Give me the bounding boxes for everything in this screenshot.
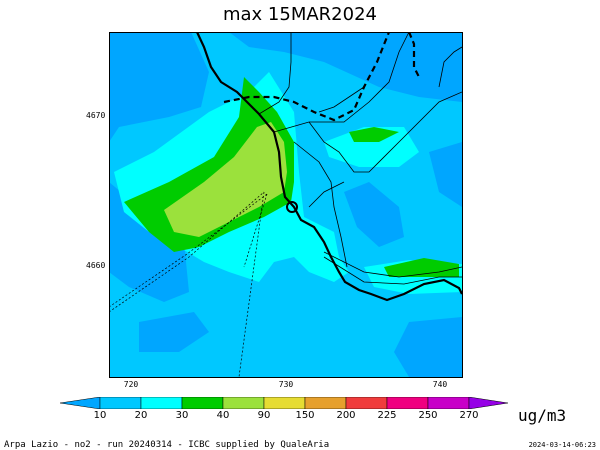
x-tick-730: 730 xyxy=(278,380,294,389)
flight-path-3 xyxy=(238,191,265,377)
colorbar-tick-label: 250 xyxy=(418,410,438,421)
flight-path-2 xyxy=(109,193,268,308)
colorbar-tick-label: 30 xyxy=(175,410,189,421)
colorbar-tick-label: 150 xyxy=(295,410,315,421)
colorbar-segment xyxy=(304,397,347,409)
border-i xyxy=(318,86,365,113)
colorbar-segment xyxy=(140,397,183,409)
field-10-20-e xyxy=(344,182,404,247)
concentration-map xyxy=(109,32,462,377)
region-border-2 xyxy=(407,32,420,78)
footer-caption: Arpa Lazio - no2 - run 20240314 - ICBC s… xyxy=(4,440,330,450)
map-title: max 15MAR2024 xyxy=(222,4,377,25)
colorbar-segment xyxy=(181,397,224,409)
colorbar-segment xyxy=(427,397,470,409)
colorbar-segment xyxy=(99,397,142,409)
colorbar-tick-label: 200 xyxy=(336,410,356,421)
colorbar-tick-label: 10 xyxy=(93,410,107,421)
field-30-40-ne xyxy=(324,127,419,167)
y-tick-4660: 4660 xyxy=(86,261,106,270)
colorbar xyxy=(60,397,509,409)
colorbar-tick-label: 90 xyxy=(257,410,271,421)
border-e xyxy=(308,181,345,208)
city-marker xyxy=(286,201,298,213)
colorbar-segment xyxy=(386,397,429,409)
border-d xyxy=(293,141,348,268)
colorbar-tick-label: 40 xyxy=(216,410,230,421)
border-f xyxy=(323,251,462,278)
field-10-20-sw xyxy=(139,312,209,352)
field-10-20-se xyxy=(394,317,462,377)
colorbar-over-triangle xyxy=(468,397,509,409)
field-10-20-far-e xyxy=(429,142,462,207)
border-h xyxy=(438,46,462,88)
colorbar-segment xyxy=(263,397,306,409)
field-10-20-nw xyxy=(109,32,209,142)
unit-label: ug/m3 xyxy=(518,406,567,425)
map-canvas xyxy=(109,32,462,377)
region-border xyxy=(223,32,391,122)
x-tick-740: 740 xyxy=(432,380,448,389)
border-a xyxy=(258,32,292,115)
field-10-20-n xyxy=(229,32,462,102)
field-40-90-se xyxy=(384,258,459,277)
colorbar-tick-label: 225 xyxy=(377,410,397,421)
x-tick-720: 720 xyxy=(123,380,139,389)
border-c xyxy=(308,91,462,173)
colorbar-tick-label: 270 xyxy=(459,410,479,421)
colorbar-segment xyxy=(345,397,388,409)
coastline xyxy=(196,32,462,302)
footer-timestamp: 2024-03-14-06:23 xyxy=(528,441,596,449)
colorbar-under-triangle xyxy=(60,397,101,409)
flight-path-1 xyxy=(109,191,265,313)
flight-path-4 xyxy=(243,193,268,268)
colorbar-tick-label: 20 xyxy=(134,410,148,421)
y-tick-4670: 4670 xyxy=(86,111,106,120)
border-g xyxy=(323,256,462,285)
field-40-90-ne xyxy=(349,127,399,142)
colorbar-segment xyxy=(222,397,265,409)
field-90-150 xyxy=(164,122,287,237)
